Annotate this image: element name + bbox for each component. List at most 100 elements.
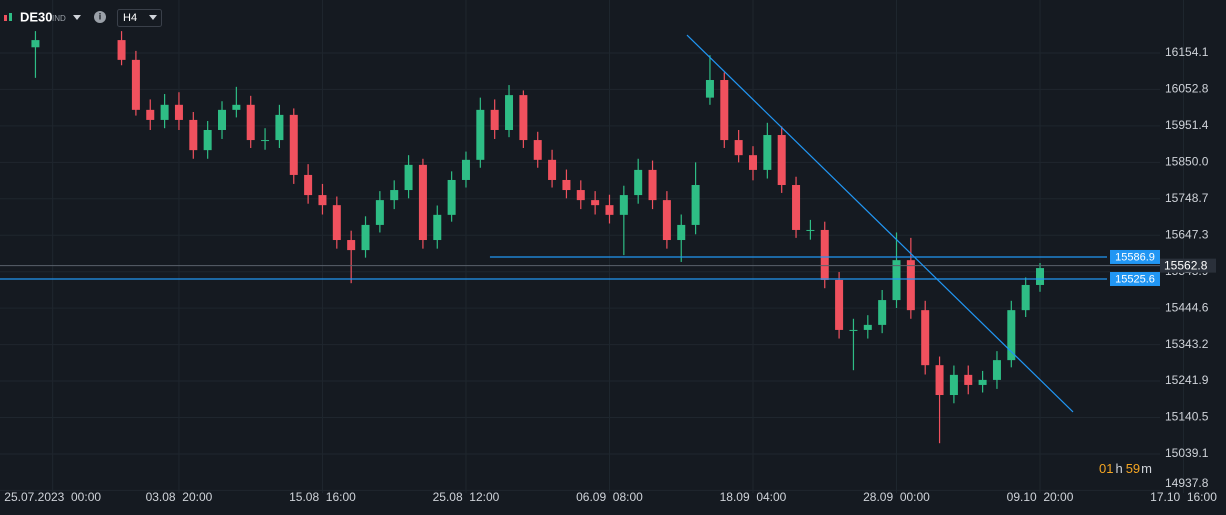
y-tick-label: 14937.8	[1165, 476, 1209, 490]
candle-body	[404, 164, 413, 191]
candle-body	[849, 329, 858, 331]
symbol-icon	[9, 13, 12, 21]
timeframe-box[interactable]	[117, 9, 162, 27]
candle-body	[1007, 310, 1016, 361]
info-glyph: i	[99, 11, 102, 21]
candle-body	[992, 360, 1001, 380]
candle-body	[548, 159, 557, 180]
timer-minutes: 59	[1126, 461, 1140, 476]
candle-body	[777, 135, 786, 186]
candle-body	[304, 174, 313, 196]
candle-body	[619, 195, 628, 215]
candle-body	[964, 374, 973, 385]
candle-body	[505, 95, 514, 130]
y-tick-label: 16052.8	[1165, 82, 1209, 96]
candle-body	[533, 140, 542, 160]
candle-body	[31, 40, 40, 48]
candle-body	[174, 104, 183, 120]
candle-body	[634, 169, 643, 196]
timer-hours-unit: h	[1115, 461, 1122, 476]
candle-body	[662, 200, 671, 241]
candle-body	[691, 185, 700, 225]
candle-body	[160, 104, 169, 120]
candle-body	[318, 195, 327, 206]
candle-body	[289, 114, 298, 175]
candle-body	[878, 300, 887, 325]
toolbar: DE30 IND i H4	[4, 9, 162, 27]
candle-body	[375, 200, 384, 225]
timeframe-dropdown[interactable]	[149, 15, 157, 20]
candle-body	[218, 109, 227, 130]
candle-body	[576, 190, 585, 201]
last-price-label: 15562.8	[1164, 258, 1208, 272]
candle-body	[361, 224, 370, 251]
level-label: 15586.9	[1115, 251, 1155, 263]
x-tick-label: 15.08 16:00	[289, 490, 356, 504]
symbol-dropdown[interactable]	[73, 15, 81, 20]
symbol[interactable]: DE30	[20, 9, 53, 24]
candle-body	[390, 190, 399, 201]
candle-body	[347, 240, 356, 251]
y-tick-label: 16154.1	[1165, 45, 1209, 59]
y-tick-label: 15039.1	[1165, 446, 1209, 460]
candle-body	[605, 205, 614, 215]
x-tick-label: 18.09 04:00	[720, 490, 787, 504]
candle-body	[648, 169, 657, 201]
candle-body	[203, 129, 212, 151]
candle-body	[949, 374, 958, 396]
last-price-box	[1160, 258, 1216, 273]
candle-body	[792, 185, 801, 230]
candle-body	[117, 40, 126, 60]
candle-body	[232, 104, 241, 110]
candle-body	[835, 279, 844, 330]
x-tick-label: 03.08 20:00	[146, 490, 213, 504]
y-tick-label: 15951.4	[1165, 118, 1209, 132]
y-tick-label: 15140.5	[1165, 410, 1209, 424]
timeframe[interactable]: H4	[123, 12, 137, 24]
candle-body	[748, 155, 757, 170]
candle-body	[131, 59, 140, 110]
candle-body	[490, 109, 499, 130]
candle-body	[189, 119, 198, 151]
candle-body	[1021, 284, 1030, 311]
candle-body	[246, 104, 255, 141]
level-label: 15525.6	[1115, 273, 1155, 285]
candle-body	[591, 200, 600, 206]
x-tick-label: 25.08 12:00	[433, 490, 500, 504]
candle-body	[519, 95, 528, 141]
candle-body	[863, 324, 872, 330]
candle-body	[906, 260, 915, 311]
candle-body	[935, 365, 944, 396]
x-tick-label: 09.10 20:00	[1007, 490, 1074, 504]
y-tick-label: 15241.9	[1165, 373, 1209, 387]
candle-timer: 01 h 59m	[1099, 461, 1152, 476]
candle-body	[418, 164, 427, 241]
timer-hours: 01	[1099, 461, 1113, 476]
candle-body	[677, 224, 686, 241]
candle-body	[820, 229, 829, 280]
y-tick-label: 15444.6	[1165, 300, 1209, 314]
symbol-icon	[4, 15, 7, 21]
level-label-box	[1110, 249, 1160, 264]
info-icon[interactable]	[94, 11, 106, 23]
candle-body	[261, 140, 270, 142]
y-tick-label: 15748.7	[1165, 191, 1209, 205]
candle-body	[461, 159, 470, 180]
candle-body	[476, 109, 485, 160]
candle-body	[806, 229, 815, 231]
market: IND	[52, 14, 66, 23]
x-tick-label: 17.10 16:00	[1150, 490, 1217, 504]
candle-body	[332, 205, 341, 241]
candle-body	[275, 114, 284, 141]
trendline	[686, 34, 1074, 413]
candle-body	[734, 140, 743, 156]
y-tick-label: 15647.3	[1165, 227, 1209, 241]
candle-body	[763, 135, 772, 170]
x-tick-label: 28.09 00:00	[863, 490, 930, 504]
candle-body	[978, 379, 987, 385]
y-tick-label: 15343.2	[1165, 337, 1209, 351]
candle-body	[720, 80, 729, 141]
candle-body	[146, 109, 155, 120]
